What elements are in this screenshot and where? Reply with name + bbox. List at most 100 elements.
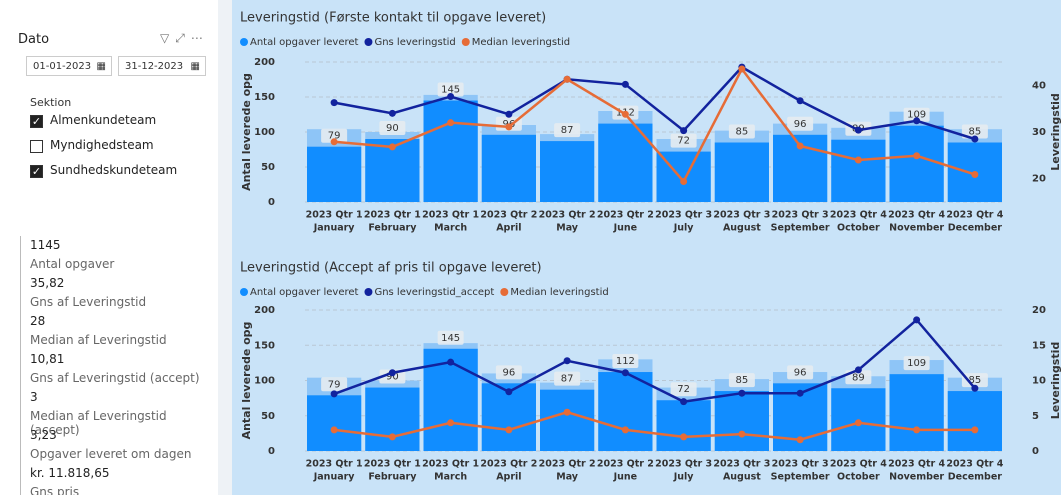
line-point	[738, 389, 746, 397]
data-label-box	[321, 128, 348, 143]
card-label: Gns af Leveringstid (accept)	[30, 371, 200, 385]
y2-tick-label: 0	[1032, 446, 1039, 457]
start-date-text: 01-01-2023	[33, 61, 92, 72]
chart-title: Leveringstid (Accept af pris til opgave …	[240, 261, 542, 276]
data-label-box	[787, 365, 814, 380]
card-label: Median af Leveringstid	[30, 333, 167, 347]
data-label-box	[961, 373, 988, 388]
line-point	[447, 119, 455, 127]
y-tick-label: 50	[261, 411, 275, 422]
checkbox-label[interactable]: Sundhedskundeteam	[50, 163, 178, 177]
checkbox[interactable]: ✓	[30, 165, 43, 178]
data-label: 90	[386, 123, 399, 134]
data-label-box	[903, 356, 930, 371]
line-point	[854, 419, 862, 427]
line-point	[563, 357, 571, 365]
data-label-box	[670, 382, 697, 397]
x-tick-label: January	[313, 223, 356, 234]
x-tick-quarter: 2023 Qtr 1	[422, 459, 479, 470]
data-label: 79	[328, 131, 341, 142]
data-label: 85	[969, 127, 982, 138]
x-tick-label: February	[368, 223, 417, 234]
bar	[481, 134, 536, 202]
bar	[423, 100, 478, 202]
data-label-box	[554, 123, 581, 138]
data-label: 96	[503, 367, 516, 378]
card-divider	[20, 236, 21, 495]
line-point	[680, 398, 688, 406]
card-value: kr. 11.818,65	[30, 466, 110, 480]
data-label: 79	[328, 379, 341, 390]
y2-tick-label: 30	[1032, 127, 1046, 138]
x-tick-label: October	[837, 223, 880, 234]
checkbox[interactable]: ✓	[30, 115, 43, 128]
legend-marker	[364, 288, 373, 296]
checkbox-label[interactable]: Myndighedsteam	[50, 138, 154, 152]
filter-panel: Dato ▽⤢⋯ 01-01-2023 ▦ 31-12-2023 ▦ Sektion…	[0, 0, 218, 495]
data-label: 96	[794, 119, 807, 130]
y2-axis-title: Leveringstid	[1049, 342, 1061, 419]
data-label: 109	[907, 110, 926, 121]
x-tick-label: July	[673, 223, 695, 234]
x-tick-quarter: 2023 Qtr 2	[597, 210, 654, 221]
data-label-box	[728, 124, 755, 139]
x-tick-quarter: 2023 Qtr 3	[655, 459, 712, 470]
line-point	[447, 419, 455, 427]
card-value: 3,23	[30, 428, 57, 442]
line-point	[388, 369, 396, 377]
x-tick-label: May	[556, 472, 579, 483]
x-tick-quarter: 2023 Qtr 3	[655, 210, 712, 221]
y-tick-label: 200	[254, 305, 275, 316]
x-tick-quarter: 2023 Qtr 2	[539, 459, 596, 470]
x-tick-quarter: 2023 Qtr 2	[480, 210, 537, 221]
line-point	[854, 366, 862, 374]
x-tick-quarter: 2023 Qtr 3	[772, 459, 829, 470]
x-tick-quarter: 2023 Qtr 4	[830, 459, 887, 470]
x-tick-quarter: 2023 Qtr 1	[306, 210, 363, 221]
legend-marker	[461, 38, 470, 46]
legend-label: Antal opgaver leveret	[250, 287, 359, 298]
x-tick-quarter: 2023 Qtr 4	[888, 210, 945, 221]
x-tick-label: October	[837, 472, 880, 483]
legend-marker	[364, 38, 373, 46]
y-tick-label: 0	[268, 446, 275, 457]
line-point	[913, 316, 921, 324]
data-label-box	[437, 82, 464, 97]
line-point	[330, 426, 338, 434]
bar	[540, 389, 595, 451]
legend-label: Median leveringstid	[510, 287, 608, 298]
y2-tick-label: 20	[1032, 174, 1046, 185]
y-tick-label: 100	[254, 127, 275, 138]
line-point	[796, 389, 804, 397]
x-tick-quarter: 2023 Qtr 4	[946, 210, 1003, 221]
start-date[interactable]: 01-01-2023 ▦	[26, 56, 112, 76]
checkbox-label[interactable]: Almenkundeteam	[50, 113, 157, 127]
data-label-box	[787, 116, 814, 131]
x-tick-quarter: 2023 Qtr 2	[480, 459, 537, 470]
x-tick-quarter: 2023 Qtr 1	[306, 459, 363, 470]
end-date[interactable]: 31-12-2023 ▦	[118, 56, 206, 76]
slicer-icons[interactable]: ▽⤢⋯	[160, 31, 209, 45]
bar	[714, 142, 769, 202]
card-value: 10,81	[30, 352, 65, 366]
data-label-box	[612, 354, 639, 369]
data-label: 85	[736, 375, 749, 386]
x-tick-quarter: 2023 Qtr 2	[539, 210, 596, 221]
x-tick-quarter: 2023 Qtr 1	[364, 210, 421, 221]
y2-tick-label: 20	[1032, 305, 1046, 316]
data-label-box	[961, 124, 988, 139]
y-tick-label: 150	[254, 340, 275, 351]
legend-marker	[240, 38, 248, 46]
legend-label: Gns leveringstid	[374, 37, 455, 48]
line-point	[796, 436, 804, 444]
checkbox[interactable]	[30, 140, 43, 153]
x-tick-quarter: 2023 Qtr 3	[772, 210, 829, 221]
legend-label: Antal opgaver leveret	[250, 37, 359, 48]
card-label: Gns af Leveringstid	[30, 295, 147, 309]
legend-label: Median leveringstid	[472, 37, 570, 48]
data-label: 72	[677, 136, 690, 147]
x-tick-label: August	[723, 223, 761, 234]
line-point	[971, 384, 979, 392]
data-label: 96	[794, 367, 807, 378]
x-tick-label: December	[948, 223, 1003, 234]
